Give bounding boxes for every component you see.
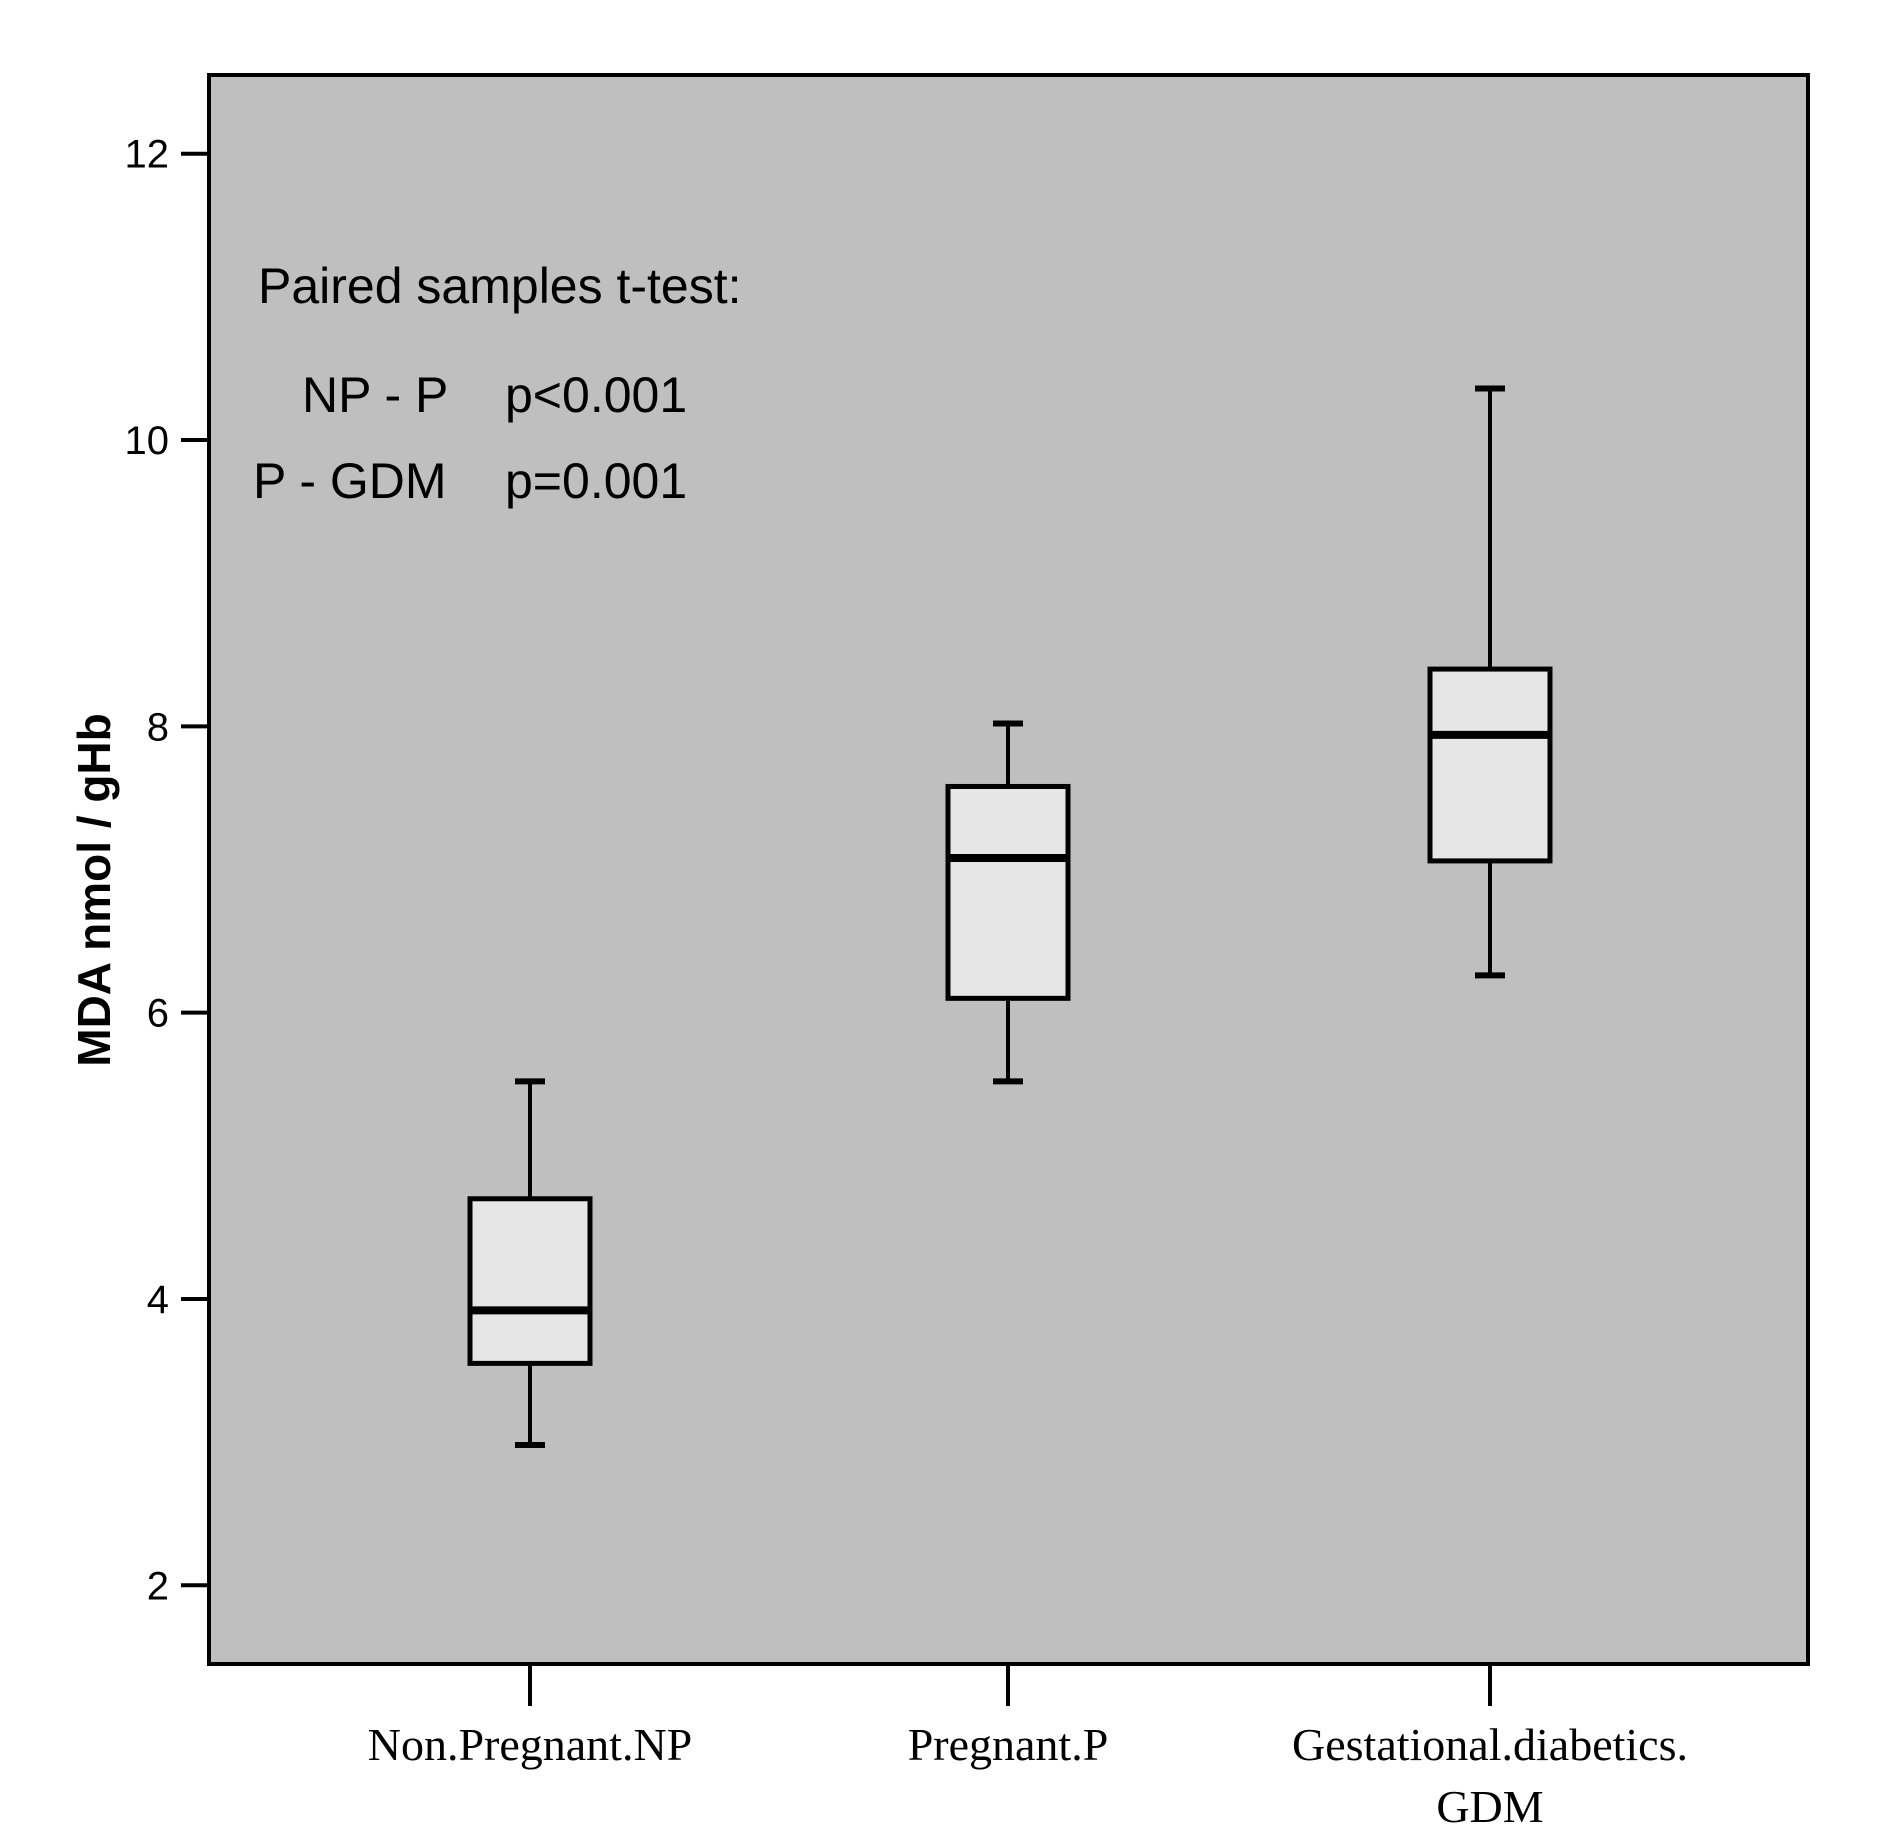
y-tick-label-6: 6	[147, 992, 169, 1036]
box-group-2	[1427, 385, 1553, 979]
annotation-block: Paired samples t-test: NP - P p<0.001 P …	[253, 258, 742, 509]
box-group-1	[945, 720, 1071, 1085]
y-tick-label-4: 4	[147, 1278, 169, 1322]
annotation-p-1: p<0.001	[505, 367, 687, 423]
x-axis: Non.Pregnant.NP Pregnant.P Gestational.dia…	[368, 1664, 1688, 1832]
x-category-label-1-0: Pregnant.P	[908, 1719, 1109, 1770]
iqr-box-1	[945, 783, 1071, 1001]
x-category-label-2-1: GDM	[1436, 1781, 1543, 1832]
annotation-heading: Paired samples t-test:	[258, 258, 742, 314]
x-category-label-0-0: Non.Pregnant.NP	[368, 1719, 693, 1770]
y-tick-label-10: 10	[125, 419, 170, 463]
annotation-pair-1: NP - P	[302, 367, 448, 423]
y-axis-label: MDA nmol / gHb	[68, 713, 120, 1066]
x-category-label-2-0: Gestational.diabetics.	[1292, 1719, 1688, 1770]
y-tick-label-2: 2	[147, 1564, 169, 1608]
iqr-box-2	[1427, 666, 1553, 864]
y-axis: 2 4 6 8 10 12	[125, 133, 209, 1608]
y-tick-label-8: 8	[147, 705, 169, 749]
boxes-layer	[467, 385, 1553, 1448]
annotation-p-2: p=0.001	[505, 453, 687, 509]
iqr-box-0	[467, 1196, 593, 1366]
annotation-pair-2: P - GDM	[253, 453, 447, 509]
box-group-0	[467, 1078, 593, 1448]
y-tick-label-12: 12	[125, 133, 170, 177]
